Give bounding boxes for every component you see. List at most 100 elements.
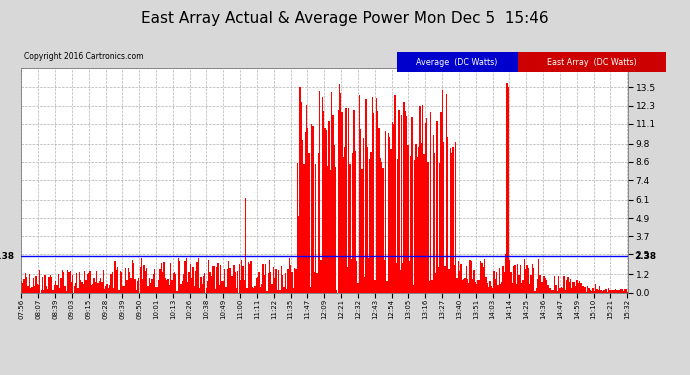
Bar <box>236 288 237 292</box>
Bar <box>181 281 183 292</box>
Bar <box>356 261 357 292</box>
Bar <box>332 115 333 292</box>
Bar <box>534 291 535 292</box>
Bar <box>502 266 504 292</box>
Bar <box>314 272 315 292</box>
Bar <box>207 281 208 292</box>
Bar <box>547 285 549 292</box>
Bar <box>259 287 261 292</box>
Bar <box>96 271 97 292</box>
Bar <box>550 288 551 292</box>
Bar <box>295 269 297 292</box>
Bar <box>113 288 115 292</box>
Bar <box>67 270 68 292</box>
Bar <box>371 152 372 292</box>
Bar <box>346 108 347 292</box>
Bar <box>141 258 142 292</box>
Bar <box>386 281 388 292</box>
Bar <box>463 279 464 292</box>
Bar <box>158 280 159 292</box>
Bar <box>287 269 288 292</box>
Bar <box>599 286 600 292</box>
Bar <box>161 262 162 292</box>
Bar <box>518 275 520 292</box>
Bar <box>301 102 302 292</box>
Bar <box>201 284 203 292</box>
Text: East Array  (DC Watts): East Array (DC Watts) <box>546 58 637 67</box>
Bar <box>569 282 570 292</box>
Bar <box>575 286 576 292</box>
Bar <box>232 276 233 292</box>
Bar <box>248 262 249 292</box>
Bar <box>439 164 440 292</box>
Bar <box>380 158 381 292</box>
Bar <box>311 124 313 292</box>
Bar <box>437 121 438 292</box>
Bar <box>448 268 450 292</box>
Bar <box>515 284 517 292</box>
Bar <box>421 143 422 292</box>
Bar <box>520 265 521 292</box>
Bar <box>146 268 148 292</box>
Bar <box>184 261 186 292</box>
Bar <box>97 282 99 292</box>
Bar <box>385 131 386 292</box>
Bar <box>528 268 529 292</box>
Bar <box>144 266 145 292</box>
Bar <box>106 284 108 292</box>
Bar <box>551 290 553 292</box>
Bar <box>605 289 607 292</box>
Bar <box>351 259 352 292</box>
Bar <box>228 261 229 292</box>
Bar <box>60 278 61 292</box>
Bar <box>592 288 593 292</box>
Bar <box>576 280 578 292</box>
Bar <box>613 290 615 292</box>
Bar <box>125 268 126 292</box>
Bar <box>486 283 488 292</box>
Bar <box>348 108 349 292</box>
Bar <box>420 106 421 292</box>
Bar <box>567 278 569 292</box>
Bar <box>315 164 317 292</box>
Bar <box>137 281 138 292</box>
Bar <box>313 126 314 292</box>
Bar <box>484 259 485 292</box>
Bar <box>395 264 397 292</box>
Bar <box>563 276 564 292</box>
Bar <box>293 288 294 292</box>
Bar <box>440 112 442 292</box>
Bar <box>428 281 430 292</box>
Bar <box>235 272 236 292</box>
Bar <box>270 272 271 292</box>
Bar <box>57 285 58 292</box>
Bar <box>540 274 541 292</box>
Bar <box>573 282 574 292</box>
Bar <box>381 162 382 292</box>
Bar <box>47 289 48 292</box>
Bar <box>591 291 592 292</box>
Bar <box>467 279 469 292</box>
Bar <box>149 278 150 292</box>
Bar <box>557 291 558 292</box>
Bar <box>446 94 447 292</box>
Bar <box>574 282 575 292</box>
Bar <box>331 92 332 292</box>
Bar <box>307 128 308 292</box>
Bar <box>584 287 586 292</box>
Bar <box>344 147 346 292</box>
Bar <box>52 290 54 292</box>
Bar <box>414 160 415 292</box>
Bar <box>166 280 167 292</box>
Bar <box>473 270 475 292</box>
Bar <box>109 285 110 292</box>
Bar <box>174 272 175 292</box>
Bar <box>524 259 525 292</box>
Bar <box>72 275 74 292</box>
Bar <box>608 288 609 292</box>
Bar <box>434 153 435 292</box>
Bar <box>50 275 51 292</box>
Bar <box>150 283 151 292</box>
Bar <box>229 268 230 292</box>
Bar <box>402 263 404 292</box>
